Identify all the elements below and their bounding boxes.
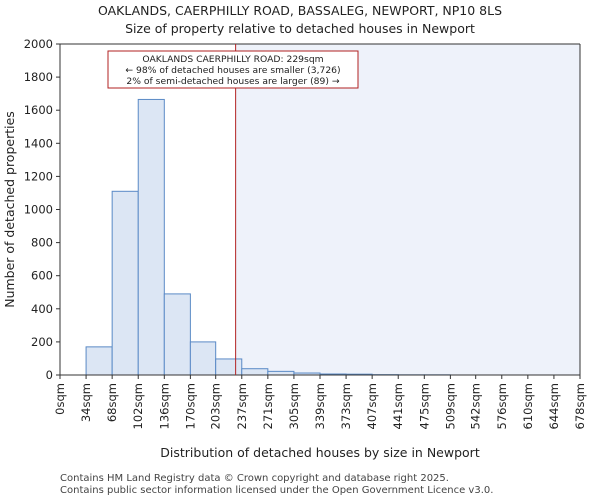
chart-subtitle: Size of property relative to detached ho…	[125, 21, 475, 36]
footer-line-1: Contains HM Land Registry data © Crown c…	[60, 473, 449, 484]
y-tick-label: 2000	[24, 37, 53, 51]
y-tick-label: 1600	[24, 103, 53, 117]
x-tick-label: 339sqm	[313, 383, 327, 429]
x-tick-label: 407sqm	[365, 383, 379, 429]
footer-line-2: Contains public sector information licen…	[60, 485, 494, 496]
y-tick-label: 1200	[24, 169, 53, 183]
y-tick-label: 1400	[24, 136, 53, 150]
annotation-line-2: ← 98% of detached houses are smaller (3,…	[125, 65, 340, 76]
x-tick-label: 170sqm	[183, 383, 197, 429]
x-tick-label: 644sqm	[547, 383, 561, 429]
annotation-box	[107, 50, 359, 89]
histogram-bar	[189, 341, 217, 376]
x-tick-label: 373sqm	[339, 383, 353, 429]
y-tick-label: 1800	[24, 70, 53, 84]
x-tick-label: 102sqm	[131, 383, 145, 429]
y-tick-label: 600	[31, 269, 53, 283]
histogram-bar	[215, 358, 243, 376]
x-tick-label: 509sqm	[443, 383, 457, 429]
y-tick-label: 0	[46, 368, 53, 382]
x-tick-label: 203sqm	[209, 383, 223, 429]
x-tick-label: 136sqm	[157, 383, 171, 429]
histogram-bar	[267, 370, 295, 376]
annotation-line-1: OAKLANDS CAERPHILLY ROAD: 229sqm	[142, 54, 323, 65]
histogram-bar	[111, 190, 139, 376]
x-tick-label: 68sqm	[105, 383, 119, 422]
histogram-bar	[241, 368, 269, 376]
highlight-region	[235, 44, 580, 375]
x-tick-label: 271sqm	[261, 383, 275, 429]
x-tick-label: 678sqm	[573, 383, 587, 429]
x-tick-label: 576sqm	[495, 383, 509, 429]
histogram-bar	[137, 98, 165, 376]
x-tick-label: 542sqm	[469, 383, 483, 429]
annotation-line-3: 2% of semi-detached houses are larger (8…	[126, 76, 339, 87]
x-tick-label: 610sqm	[521, 383, 535, 429]
y-axis-label: Number of detached properties	[2, 111, 17, 308]
x-axis-label: Distribution of detached houses by size …	[160, 445, 480, 460]
y-tick-label: 200	[31, 335, 53, 349]
chart-title: OAKLANDS, CAERPHILLY ROAD, BASSALEG, NEW…	[97, 3, 503, 18]
x-tick-label: 305sqm	[287, 383, 301, 429]
x-tick-label: 475sqm	[417, 383, 431, 429]
x-tick-label: 441sqm	[391, 383, 405, 429]
histogram-bar	[163, 293, 191, 376]
histogram-bar	[85, 346, 113, 376]
x-tick-label: 34sqm	[79, 383, 93, 422]
x-tick-label: 237sqm	[235, 383, 249, 429]
y-tick-label: 800	[31, 236, 53, 250]
y-tick-label: 400	[31, 302, 53, 316]
y-tick-label: 1000	[24, 203, 53, 217]
x-tick-label: 0sqm	[53, 383, 67, 415]
